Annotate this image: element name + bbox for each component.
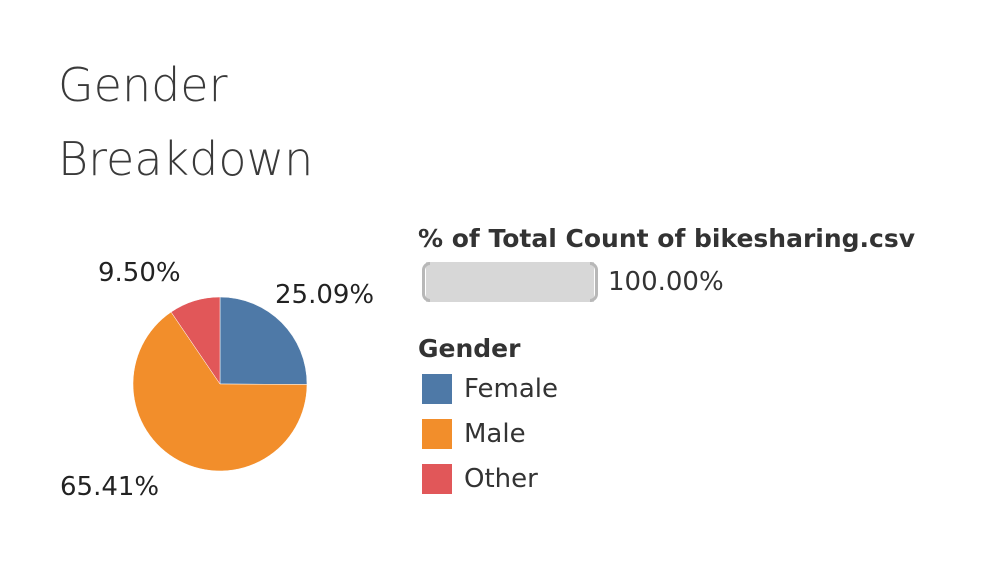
legend-label-other: Other — [464, 463, 538, 494]
size-legend-right-cap — [590, 262, 598, 302]
slice-label-female: 25.09% — [275, 280, 375, 310]
size-legend-bar — [422, 262, 598, 302]
slice-label-other: 9.50% — [98, 258, 181, 288]
size-legend-left-cap — [422, 262, 430, 302]
legend-label-male: Male — [464, 418, 526, 449]
legend-swatch-female — [422, 373, 452, 404]
legend-item-male[interactable]: Male — [418, 411, 978, 456]
pie-slice-other[interactable] — [170, 296, 221, 385]
chart-title-line-1: Gender — [58, 58, 228, 112]
legend-label-female: Female — [464, 373, 559, 404]
size-legend-title: % of Total Count of bikesharing.csv — [418, 224, 916, 253]
pie-chart-area: 25.09% 65.41% 9.50% — [60, 250, 400, 520]
chart-title-line-2: Breakdown — [58, 132, 314, 186]
pie-slice-male[interactable] — [132, 311, 308, 472]
legend-panel: % of Total Count of bikesharing.csv 100.… — [418, 222, 978, 501]
legend-swatch-other — [422, 463, 452, 494]
size-legend-row: 100.00% — [418, 262, 978, 302]
slice-label-male: 65.41% — [60, 472, 160, 502]
legend-item-female[interactable]: Female — [418, 366, 978, 411]
legend-swatch-male — [422, 418, 452, 449]
pie-chart — [132, 296, 308, 472]
size-legend-fill — [426, 262, 594, 302]
pie-slice-female[interactable] — [219, 296, 308, 385]
legend-item-other[interactable]: Other — [418, 456, 978, 501]
size-legend-value: 100.00% — [608, 267, 724, 297]
chart-title: Gender Breakdown — [58, 48, 418, 196]
color-legend-title: Gender — [418, 334, 521, 363]
